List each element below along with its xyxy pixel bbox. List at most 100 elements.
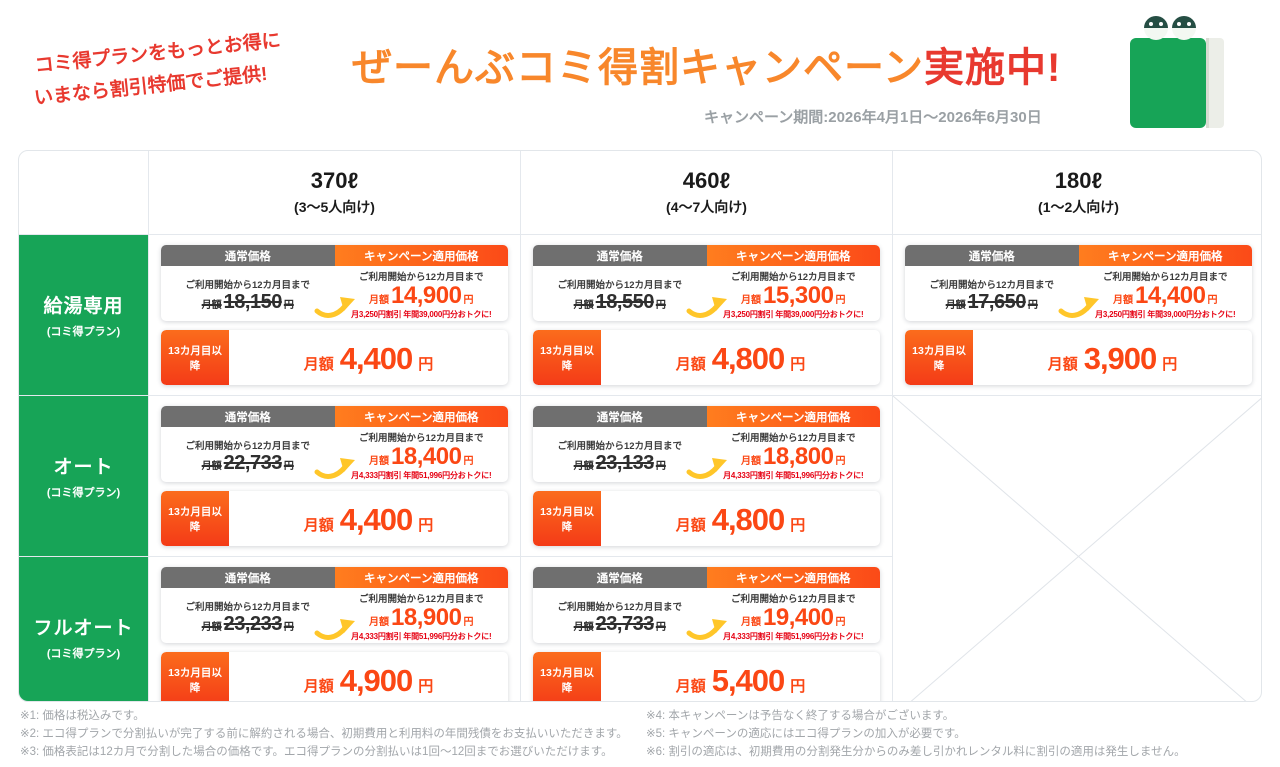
footnotes: ※1: 価格は税込みです。 ※2: エコ得プランで分割払いが完了する前に解約され… xyxy=(20,708,1264,761)
pricing-table: 370ℓ (3〜5人向け) 460ℓ (4〜7人向け) 180ℓ (1〜2人向け… xyxy=(18,150,1262,702)
campaign-price-half: キャンペーン適用価格 ご利用開始から12カ月目まで 月額 18,400 円 月4,3… xyxy=(334,406,508,482)
row-header-auto: オート (コミ得プラン) xyxy=(19,396,149,557)
after-price: 月額 4,400 円 xyxy=(303,502,434,537)
after-13m-badge: 13カ月目以降 xyxy=(533,491,601,546)
note-1: ※1: 価格は税込みです。 xyxy=(20,710,145,722)
campaign-price: 月額 18,900 円 xyxy=(369,603,474,631)
after-price: 月額 3,900 円 xyxy=(1047,341,1178,376)
discount-arrow-icon xyxy=(686,619,727,640)
normal-price-header: 通常価格 xyxy=(161,567,335,588)
after-13m-badge: 13カ月目以降 xyxy=(161,652,229,701)
footnotes-right: ※4: 本キャンペーンは予告なく終了する場合がございます。 ※5: キャンペーン… xyxy=(646,708,1264,761)
price-cell-kyuto-370: 通常価格 ご利用開始から12カ月目まで 月額 18,150 円 キャンペーン適用価格… xyxy=(149,235,521,396)
campaign-price: 月額 19,400 円 xyxy=(741,603,846,631)
price-compare-card: 通常価格 ご利用開始から12カ月目まで 月額 23,233 円 キャンペーン適用価格… xyxy=(161,567,508,643)
note-3: ※3: 価格表記は12カ月で分割した場合の価格です。エコ得プランの分割払いは1回… xyxy=(20,745,613,758)
note-4: ※4: 本キャンペーンは予告なく終了する場合がございます。 xyxy=(646,710,955,722)
campaign-price: 月額 15,300 円 xyxy=(741,281,846,309)
after-13m-badge: 13カ月目以降 xyxy=(533,652,601,701)
discount-note: 月4,333円割引 年間51,996円分おトクに! xyxy=(351,631,492,641)
after-13m-badge: 13カ月目以降 xyxy=(161,330,229,385)
column-audience: (4〜7人向け) xyxy=(666,199,747,215)
campaign-price: 月額 18,400 円 xyxy=(369,442,474,470)
discount-arrow-icon xyxy=(314,297,355,318)
column-size: 370ℓ xyxy=(310,168,359,193)
until-12m-label: ご利用開始から12カ月目まで xyxy=(358,432,484,444)
campaign-price-half: キャンペーン適用価格 ご利用開始から12カ月目まで 月額 19,400 円 月4,3… xyxy=(706,567,880,643)
discount-note: 月4,333円割引 年間51,996円分おトクに! xyxy=(723,631,864,641)
after-price: 月額 4,800 円 xyxy=(675,502,806,537)
price-compare-card: 通常価格 ご利用開始から12カ月目まで 月額 23,733 円 キャンペーン適用価格… xyxy=(533,567,880,643)
price-compare-card: 通常価格 ご利用開始から12カ月目まで 月額 23,133 円 キャンペーン適用価格… xyxy=(533,406,880,482)
plan-sub: (コミ得プラン) xyxy=(46,487,121,499)
until-12m-label: ご利用開始から12カ月目まで xyxy=(730,432,856,444)
normal-price: 月額 17,650 円 xyxy=(945,290,1038,313)
until-12m-label: ご利用開始から12カ月目まで xyxy=(557,601,683,613)
until-12m-label: ご利用開始から12カ月目まで xyxy=(929,279,1055,291)
after-price-card: 13カ月目以降 月額 4,400 円 xyxy=(161,330,508,385)
price-cell-auto-460: 通常価格 ご利用開始から12カ月目まで 月額 23,133 円 キャンペーン適用価格… xyxy=(521,396,893,557)
after-price: 月額 4,800 円 xyxy=(675,341,806,376)
campaign-price-header: キャンペーン適用価格 xyxy=(706,245,880,266)
until-12m-label: ご利用開始から12カ月目まで xyxy=(557,279,683,291)
plan-name: フルオート xyxy=(33,618,134,639)
campaign-price-header: キャンペーン適用価格 xyxy=(706,406,880,427)
price-compare-card: 通常価格 ご利用開始から12カ月目まで 月額 17,650 円 キャンペーン適用価格… xyxy=(905,245,1252,321)
normal-price-half: 通常価格 ご利用開始から12カ月目まで 月額 18,550 円 xyxy=(533,245,707,321)
price-cell-kyuto-460: 通常価格 ご利用開始から12カ月目まで 月額 18,550 円 キャンペーン適用価格… xyxy=(521,235,893,396)
campaign-title-accent: 実施中! xyxy=(924,46,1062,90)
normal-price-header: 通常価格 xyxy=(161,245,335,266)
until-12m-label: ご利用開始から12カ月目まで xyxy=(185,601,311,613)
after-13m-badge: 13カ月目以降 xyxy=(533,330,601,385)
campaign-price-header: キャンペーン適用価格 xyxy=(334,245,508,266)
diagonal-lines xyxy=(893,396,1262,702)
discount-arrow-icon xyxy=(686,297,727,318)
discount-arrow-icon xyxy=(314,458,355,479)
footnotes-left: ※1: 価格は税込みです。 ※2: エコ得プランで分割払いが完了する前に解約され… xyxy=(20,708,638,761)
price-compare-card: 通常価格 ご利用開始から12カ月目まで 月額 18,550 円 キャンペーン適用価格… xyxy=(533,245,880,321)
after-price-card: 13カ月目以降 月額 3,900 円 xyxy=(905,330,1252,385)
column-size: 460ℓ xyxy=(682,168,731,193)
campaign-price-half: キャンペーン適用価格 ご利用開始から12カ月目まで 月額 14,400 円 月3,2… xyxy=(1078,245,1252,321)
campaign-price-header: キャンペーン適用価格 xyxy=(334,406,508,427)
until-12m-label: ご利用開始から12カ月目まで xyxy=(185,440,311,452)
after-price: 月額 4,900 円 xyxy=(303,663,434,698)
price-cell-auto-370: 通常価格 ご利用開始から12カ月目まで 月額 22,733 円 キャンペーン適用価格… xyxy=(149,396,521,557)
until-12m-label: ご利用開始から12カ月目まで xyxy=(557,440,683,452)
price-cell-kyuto-180: 通常価格 ご利用開始から12カ月目まで 月額 17,650 円 キャンペーン適用価格… xyxy=(893,235,1261,396)
normal-price-half: 通常価格 ご利用開始から12カ月目まで 月額 23,733 円 xyxy=(533,567,707,643)
column-header-370: 370ℓ (3〜5人向け) xyxy=(149,151,521,235)
campaign-price-half: キャンペーン適用価格 ご利用開始から12カ月目まで 月額 18,900 円 月4,3… xyxy=(334,567,508,643)
plan-sub: (コミ得プラン) xyxy=(46,326,121,338)
water-heater-icon xyxy=(1130,16,1224,128)
price-cell-fullauto-460: 通常価格 ご利用開始から12カ月目まで 月額 23,733 円 キャンペーン適用価格… xyxy=(521,557,893,701)
after-13m-badge: 13カ月目以降 xyxy=(905,330,973,385)
character-right xyxy=(1172,16,1196,40)
discount-arrow-icon xyxy=(1058,297,1099,318)
after-price-card: 13カ月目以降 月額 4,400 円 xyxy=(161,491,508,546)
until-12m-label: ご利用開始から12カ月目まで xyxy=(358,271,484,283)
normal-price-header: 通常価格 xyxy=(533,567,707,588)
corner-cell xyxy=(19,151,149,235)
plan-name: オート xyxy=(53,457,114,478)
price-compare-card: 通常価格 ご利用開始から12カ月目まで 月額 18,150 円 キャンペーン適用価格… xyxy=(161,245,508,321)
campaign-title-main: ぜーんぶコミ得割キャンペーン xyxy=(352,46,924,90)
normal-price: 月額 23,133 円 xyxy=(573,451,666,474)
normal-price-half: 通常価格 ご利用開始から12カ月目まで 月額 23,233 円 xyxy=(161,567,335,643)
price-cell-fullauto-370: 通常価格 ご利用開始から12カ月目まで 月額 23,233 円 キャンペーン適用価格… xyxy=(149,557,521,701)
campaign-title: ぜーんぶコミ得割キャンペーン実施中! xyxy=(352,48,1061,88)
discount-note: 月4,333円割引 年間51,996円分おトクに! xyxy=(351,470,492,480)
normal-price: 月額 23,733 円 xyxy=(573,612,666,635)
campaign-price-half: キャンペーン適用価格 ご利用開始から12カ月目まで 月額 14,900 円 月3,2… xyxy=(334,245,508,321)
campaign-price-header: キャンペーン適用価格 xyxy=(334,567,508,588)
after-price-card: 13カ月目以降 月額 5,400 円 xyxy=(533,652,880,701)
normal-price-half: 通常価格 ご利用開始から12カ月目まで 月額 23,133 円 xyxy=(533,406,707,482)
note-6: ※6: 割引の適応は、初期費用の分割発生分からのみ差し引かれレンタル料に割引の適… xyxy=(646,745,1186,758)
campaign-period: キャンペーン期間:2026年4月1日〜2026年6月30日 xyxy=(704,109,1042,126)
after-price-card: 13カ月目以降 月額 4,900 円 xyxy=(161,652,508,701)
normal-price-half: 通常価格 ご利用開始から12カ月目まで 月額 22,733 円 xyxy=(161,406,335,482)
normal-price-header: 通常価格 xyxy=(905,245,1079,266)
until-12m-label: ご利用開始から12カ月目まで xyxy=(1102,271,1228,283)
row-header-kyuto: 給湯専用 (コミ得プラン) xyxy=(19,235,149,396)
